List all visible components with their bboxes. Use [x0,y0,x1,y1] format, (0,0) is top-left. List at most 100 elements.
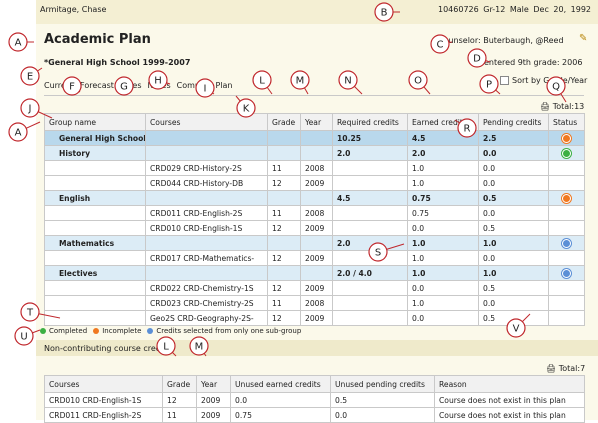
column-header: Reason [434,375,585,393]
plan-name: *General High School 1999-2007 [44,58,191,67]
callout-circle [374,2,394,22]
section-title: Non-contributing course credits [44,344,171,353]
column-header: Year [300,113,333,131]
callout-label: H [154,76,162,87]
cell [44,310,146,326]
status [548,310,585,326]
row: Electives 2.0 / 4.0 1.0 1.0 [44,265,585,281]
callout-circle [467,48,487,68]
cell: 2008 [300,205,333,221]
callout-label: M [296,76,305,87]
cell: 0.0 [478,160,549,176]
cell: 11 [267,205,301,221]
tab-line [44,95,584,96]
callout-circle [8,122,28,142]
row: Geo2S CRD-Geography-2S- 12 2009 0.0 0.5 [44,310,585,326]
callout-circle [148,70,168,90]
info: 10460726 [438,5,479,14]
cell: CRD022 CRD-Chemistry-1S [145,280,268,296]
callout-circle [156,336,176,356]
cell: 2.0 [332,235,408,251]
callout-circle [408,70,428,90]
total: 🖨 Total:13 [540,102,585,111]
cell: 0.0 [478,205,549,221]
callout-label: T [26,308,34,319]
callout-circle [338,70,358,90]
legend-label: Completed [49,327,88,335]
callout-circle [430,34,450,54]
status [548,175,585,191]
callout-label: Q [552,82,560,93]
tab[interactable]: Current [44,81,75,90]
cell: 1.0 [407,265,479,281]
cell [267,235,301,251]
callout-label: R [464,124,471,135]
cell [332,310,408,326]
cell: 11 [162,407,197,423]
callout-circle [20,66,40,86]
page-title: Academic Plan [44,32,151,47]
legend-icon [147,327,154,334]
cell: English [44,190,146,206]
cell: 12 [267,175,301,191]
callout-circle [8,32,28,52]
callout-circle [20,302,40,322]
cell [44,250,146,266]
cell: 1.0 [407,160,479,176]
section-bar [36,340,598,356]
cell: 0.0 [407,280,479,296]
callout-label: N [344,76,351,87]
student-info: 10460726 Gr-12 Male Dec 20, 1992 [438,5,591,14]
callout-label: P [486,80,492,91]
cell: CRD023 CRD-Chemistry-2S [145,295,268,311]
callout-label: A [15,38,22,49]
cell: 0.5 [478,190,549,206]
callout-label: S [375,248,381,259]
cell: CRD010 CRD-English-1S [145,220,268,236]
callout-circle [546,76,566,96]
row: English 4.5 0.75 0.5 [44,190,585,206]
callout-label: J [28,104,32,115]
row: CRD022 CRD-Chemistry-1S 12 2009 0.0 0.5 [44,280,585,296]
status-icon [562,193,571,203]
legend-icon [40,327,46,334]
cell: 0.5 [478,280,549,296]
callout-label: F [69,82,75,93]
cell: CRD011 CRD-English-2S [44,407,163,423]
plan-table: Group name Courses Grade Year Required credi… [44,113,585,326]
cell: 2.5 [478,130,549,146]
column-header: Status [548,113,585,131]
column-header: Grade [267,113,301,131]
row: General High School 10.25 4.5 2.5 [44,130,585,146]
total-text: Total:13 [552,102,585,111]
edit-icon[interactable]: ✎ [579,33,588,44]
top-bar [36,0,598,24]
callout-circle [457,118,477,138]
student-name: Armitage, Chase [40,5,107,14]
cell: 11 [267,295,301,311]
legend-label: Credits selected from only one sub-group [156,327,302,335]
cell [44,205,146,221]
row: Mathematics 2.0 1.0 1.0 [44,235,585,251]
row: CRD017 CRD-Mathematics- 12 2009 1.0 0.0 [44,250,585,266]
cell: CRD017 CRD-Mathematics- [145,250,268,266]
info: Dec 20, 1992 [533,5,592,14]
status [548,295,585,311]
status [548,235,585,251]
cell: 12 [267,250,301,266]
row: CRD011 CRD-English-2S 11 2009 0.75 0.0 Course… [44,407,585,423]
noncontrib-table: Courses Grade Year Unused earned credits Unu… [44,375,585,423]
status-icon [562,148,571,158]
cell [300,190,333,206]
cell [267,145,301,161]
cell: Course does not exist in this plan [434,392,585,408]
row: CRD023 CRD-Chemistry-2S 11 2008 1.0 0.0 [44,295,585,311]
entered-year: entered 9th grade: 2006 [484,58,583,67]
tab[interactable]: Forecast [80,81,114,90]
callout-label: E [27,72,33,83]
status-icon [562,238,571,248]
cell [332,250,408,266]
cell: Course does not exist in this plan [434,407,585,423]
callout-label: A [15,128,22,139]
